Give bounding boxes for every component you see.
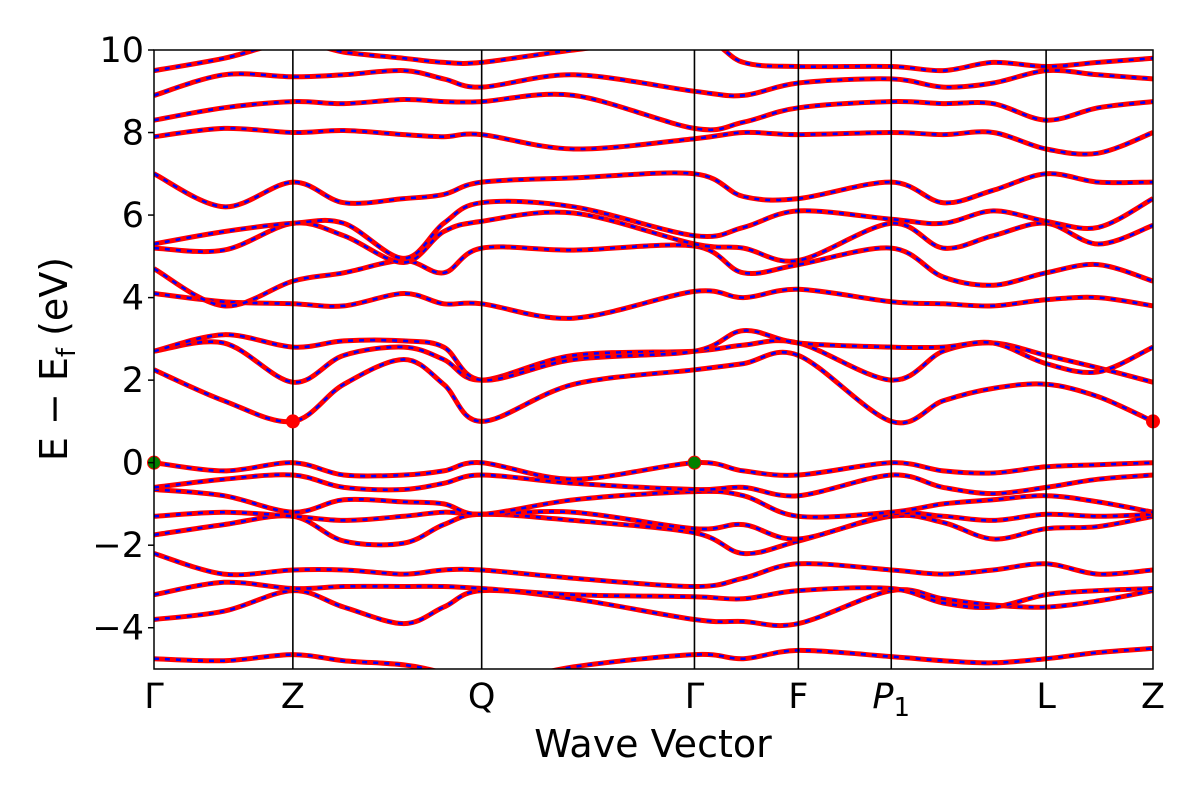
x-tick-label-1: Z	[281, 677, 305, 717]
y-tick-label: 10	[99, 31, 144, 71]
x-axis-ticks: Γ Z Q Γ F P1 L Z	[144, 677, 1165, 723]
y-tick-label: 6	[122, 196, 144, 236]
band-lines	[154, 50, 1153, 669]
y-tick-label: 2	[122, 361, 144, 401]
band-line-8-dashed	[154, 473, 1153, 498]
y-axis-ticks: 10 8 6 4 2 0 −2 −4	[92, 31, 154, 649]
band-line-6	[154, 508, 1153, 542]
y-axis-label-unit: (eV)	[32, 257, 76, 348]
x-axis-label: Wave Vector	[534, 722, 772, 766]
band-line-5-dashed	[154, 512, 1153, 555]
band-line-16	[154, 196, 1153, 261]
band-line-10	[154, 349, 1153, 426]
band-line-15-dashed	[154, 210, 1153, 264]
band-line-18-dashed	[154, 127, 1153, 156]
band-line-17	[154, 170, 1153, 210]
band-line-18	[154, 125, 1153, 157]
band-line-15	[154, 209, 1153, 265]
band-line-7-dashed	[154, 488, 1153, 519]
band-line-14-dashed	[154, 243, 1153, 308]
band-line-4	[154, 551, 1153, 589]
band-line-19	[154, 91, 1153, 133]
y-axis-label-main: E − E	[32, 357, 76, 461]
band-line-4-dashed	[154, 552, 1153, 588]
y-tick-label: −4	[92, 609, 144, 649]
band-line-17-dashed	[154, 171, 1153, 209]
band-line-14	[154, 242, 1153, 309]
x-tick-label-7: Z	[1141, 677, 1165, 717]
band-line-3-dashed	[154, 580, 1153, 609]
band-line-13-dashed	[154, 288, 1153, 320]
extrema-markers	[147, 414, 1160, 470]
band-line-13	[154, 286, 1153, 321]
band-line-21	[154, 50, 1153, 74]
y-tick-label: −2	[92, 526, 144, 566]
x-tick-label-4: F	[788, 677, 808, 717]
y-tick-label: 8	[122, 114, 144, 154]
band-line-9-dashed	[154, 461, 1153, 481]
band-line-21-dashed	[154, 50, 1153, 72]
x-tick-label-0: Γ	[144, 677, 164, 717]
kpoint-lines	[292, 50, 1047, 669]
y-axis-label-sub: f	[52, 347, 82, 357]
y-axis-label: E − Ef (eV)	[32, 257, 82, 461]
x-tick-label-3: Γ	[685, 677, 705, 717]
band-line-20-dashed	[154, 69, 1153, 98]
cbm-marker-2	[285, 414, 300, 429]
y-tick-label: 4	[122, 279, 144, 319]
x-tick-label-5: P1	[872, 677, 910, 723]
band-line-20	[154, 67, 1153, 99]
band-line-1-dashed	[154, 647, 1153, 669]
vbm-marker-1	[687, 455, 702, 470]
y-tick-label: 0	[122, 444, 144, 484]
x-tick-label-6: L	[1036, 677, 1056, 717]
band-line-12-dashed	[154, 329, 1153, 382]
x-tick-label-2: Q	[468, 677, 496, 717]
band-line-19-dashed	[154, 92, 1153, 132]
plot-frame	[153, 49, 1154, 670]
